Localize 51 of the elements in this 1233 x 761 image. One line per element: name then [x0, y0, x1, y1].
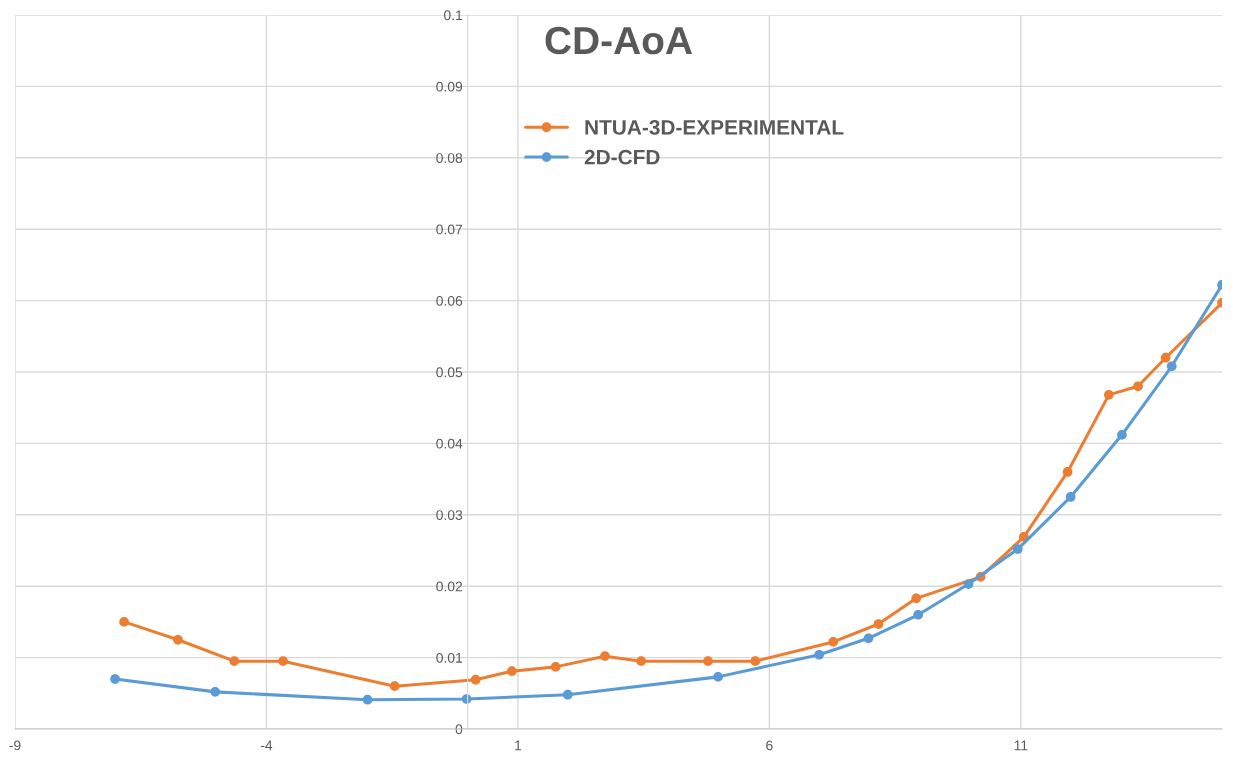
point [562, 689, 573, 700]
point [873, 619, 884, 629]
point [229, 656, 240, 667]
x-tick-label: -9 [9, 740, 21, 751]
point [470, 674, 481, 685]
y-tick-label: 0.06 [436, 295, 463, 306]
point [863, 633, 874, 644]
point [119, 617, 129, 627]
point [173, 634, 183, 645]
y-tick-label: 0.09 [436, 81, 463, 92]
point [110, 674, 120, 684]
point [1012, 544, 1023, 554]
point [1062, 467, 1073, 477]
y-tick-label: 0.07 [436, 224, 463, 235]
legend-label: 2D-CFD [584, 149, 660, 165]
point [1103, 389, 1114, 400]
point [703, 656, 713, 667]
chart-title: CD-AoA [545, 26, 692, 55]
y-tick-label: 0.02 [436, 581, 463, 592]
point [389, 681, 400, 692]
y-tick-label: 0.01 [436, 652, 463, 663]
point [1166, 361, 1177, 372]
point [814, 649, 825, 660]
point [913, 609, 924, 620]
y-tick-label: 0.05 [436, 367, 463, 378]
point [1065, 492, 1076, 502]
y-tick-label: 0.1 [444, 10, 463, 21]
point [750, 656, 761, 667]
point [963, 579, 974, 589]
point [550, 662, 561, 672]
point [507, 666, 517, 677]
legend-label: NTUA-3D-EXPERIMENTAL [585, 119, 844, 135]
x-tick-label: -4 [260, 740, 273, 751]
y-tick-label: 0.08 [436, 153, 463, 163]
point [713, 672, 723, 682]
point [911, 593, 922, 604]
y-tick-label: 0.04 [436, 438, 463, 449]
point [1117, 429, 1127, 440]
point [636, 656, 646, 667]
point [362, 694, 373, 705]
x-tick-label: 1 [515, 740, 522, 751]
point [210, 687, 221, 697]
point [828, 637, 839, 647]
point [1133, 381, 1143, 392]
y-tick-label: 0 [455, 724, 463, 735]
point [1160, 352, 1171, 363]
y-tick-label: 0.03 [436, 510, 463, 520]
x-tick-label: 6 [766, 740, 773, 751]
x-tick-label: 11 [1014, 740, 1028, 751]
point [600, 651, 610, 662]
point [278, 656, 288, 667]
